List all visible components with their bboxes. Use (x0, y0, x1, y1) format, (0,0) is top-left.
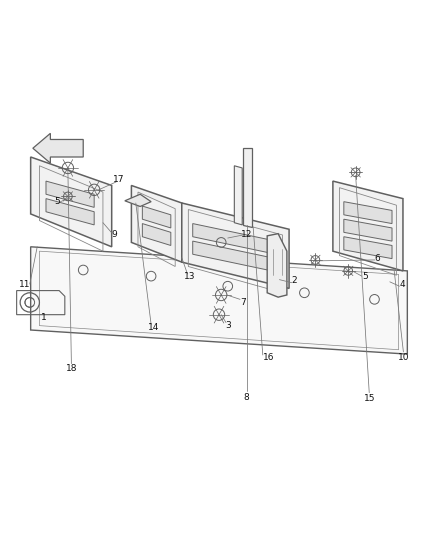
Polygon shape (193, 223, 276, 254)
Polygon shape (333, 181, 403, 271)
Text: 5: 5 (54, 197, 60, 206)
Polygon shape (31, 157, 112, 247)
Polygon shape (142, 223, 171, 246)
Text: 7: 7 (240, 298, 246, 307)
Polygon shape (131, 185, 182, 262)
Polygon shape (125, 194, 151, 206)
Polygon shape (344, 201, 392, 223)
Text: 11: 11 (19, 279, 31, 288)
Text: 4: 4 (399, 280, 405, 289)
Text: 3: 3 (225, 321, 231, 330)
Text: 1: 1 (41, 313, 47, 322)
Text: 12: 12 (240, 230, 252, 239)
Text: 16: 16 (263, 353, 275, 362)
Polygon shape (267, 233, 287, 297)
Text: 10: 10 (398, 353, 409, 362)
Polygon shape (31, 247, 407, 354)
Text: 17: 17 (113, 175, 125, 184)
Text: 6: 6 (374, 254, 381, 263)
Polygon shape (33, 133, 83, 163)
Text: 9: 9 (111, 230, 117, 239)
Polygon shape (234, 166, 242, 225)
Text: 5: 5 (362, 272, 368, 281)
Polygon shape (344, 219, 392, 241)
Polygon shape (46, 199, 94, 225)
Polygon shape (46, 181, 94, 207)
Polygon shape (182, 203, 289, 288)
Text: 2: 2 (292, 277, 297, 286)
Text: 8: 8 (244, 393, 250, 402)
Text: 13: 13 (184, 272, 195, 281)
Polygon shape (193, 241, 276, 272)
Text: 14: 14 (148, 324, 159, 332)
Polygon shape (344, 237, 392, 259)
Text: 18: 18 (66, 364, 77, 373)
Polygon shape (243, 148, 252, 227)
Text: 15: 15 (364, 394, 375, 403)
Polygon shape (142, 206, 171, 228)
